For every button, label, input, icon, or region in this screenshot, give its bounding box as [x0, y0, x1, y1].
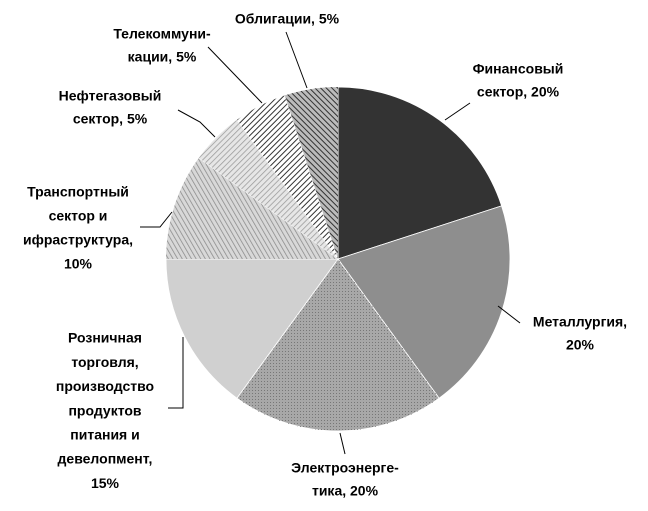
data-label: продуктов [68, 402, 141, 418]
data-label: торговля, [71, 354, 138, 370]
leader-line [444, 102, 471, 121]
leader-line [339, 432, 346, 455]
data-label: сектор, 5% [73, 111, 148, 127]
data-label: Телекоммуни- [113, 26, 211, 42]
leader-line [168, 337, 184, 409]
labels: Финансовый сектор, 20% Металлургия, 20% Элек… [23, 11, 627, 499]
data-label: Металлургия, [533, 314, 627, 330]
data-label: Розничная [68, 330, 142, 346]
data-label: Финансовый [473, 61, 564, 77]
data-label: тика, 20% [312, 483, 379, 499]
slice [337, 205, 511, 399]
data-label: Транспортный [27, 184, 129, 200]
data-label: 20% [566, 337, 595, 353]
data-label: ифраструктура, [23, 232, 133, 248]
slice-hatch [166, 157, 338, 259]
slice-hatch [236, 259, 440, 431]
slice-hatch [284, 87, 338, 259]
leader-line [285, 31, 308, 89]
data-label: Электроэнерге- [291, 460, 399, 476]
data-label: производство [56, 378, 154, 394]
data-label: Облигации, 5% [235, 11, 340, 27]
slice-hatch [236, 95, 338, 260]
pie [165, 86, 511, 432]
data-label: сектор и [49, 208, 108, 224]
slice [337, 86, 503, 260]
leader-line [177, 109, 216, 138]
data-label: Нефтегазовый [59, 88, 162, 104]
slice-hatch [198, 119, 338, 259]
slice [165, 258, 339, 399]
data-label: 15% [91, 475, 120, 491]
data-label: девелопмент, [58, 451, 153, 467]
data-label: 10% [64, 256, 93, 272]
data-label: сектор, 20% [477, 84, 560, 100]
leader-line [497, 305, 521, 324]
data-label: питания и [70, 427, 139, 443]
data-label: кации, 5% [128, 49, 197, 65]
leader-line [207, 46, 263, 104]
leader-line [140, 211, 173, 228]
